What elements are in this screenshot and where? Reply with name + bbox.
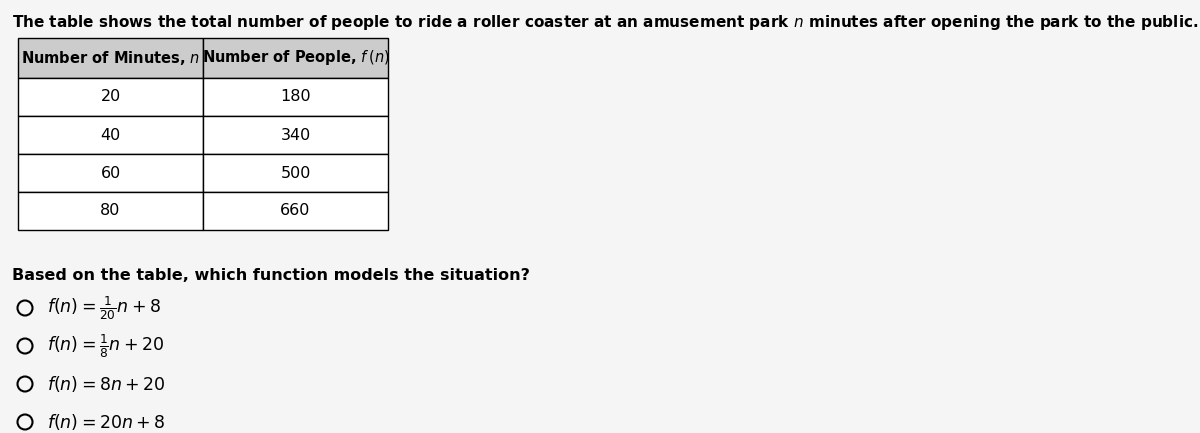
Text: $f(n) = \frac{1}{8}n + 20$: $f(n) = \frac{1}{8}n + 20$ (47, 332, 164, 360)
Text: Number of People, $f\,(n)$: Number of People, $f\,(n)$ (202, 48, 389, 68)
Text: 20: 20 (101, 90, 121, 104)
Text: Based on the table, which function models the situation?: Based on the table, which function model… (12, 268, 530, 283)
Text: 40: 40 (101, 127, 121, 142)
Text: 180: 180 (280, 90, 311, 104)
Text: The table shows the total number of people to ride a roller coaster at an amusem: The table shows the total number of peop… (12, 13, 1199, 32)
Bar (18, 154, 203, 192)
Bar (18, 38, 203, 78)
Text: 60: 60 (101, 165, 121, 181)
Bar (203, 116, 388, 154)
Text: 80: 80 (101, 204, 121, 219)
Bar (18, 192, 203, 230)
Text: 500: 500 (281, 165, 311, 181)
Text: Number of Minutes, $n$: Number of Minutes, $n$ (20, 49, 200, 67)
Text: 660: 660 (281, 204, 311, 219)
Text: $f(n) = 20n + 8$: $f(n) = 20n + 8$ (47, 412, 166, 432)
Bar (18, 78, 203, 116)
Text: $f(n) = 8n + 20$: $f(n) = 8n + 20$ (47, 374, 166, 394)
Bar (203, 38, 388, 78)
Bar (203, 154, 388, 192)
Bar (203, 192, 388, 230)
Text: 340: 340 (281, 127, 311, 142)
Bar (18, 116, 203, 154)
Bar (203, 78, 388, 116)
Text: $f(n) = \frac{1}{20}n + 8$: $f(n) = \frac{1}{20}n + 8$ (47, 294, 161, 322)
